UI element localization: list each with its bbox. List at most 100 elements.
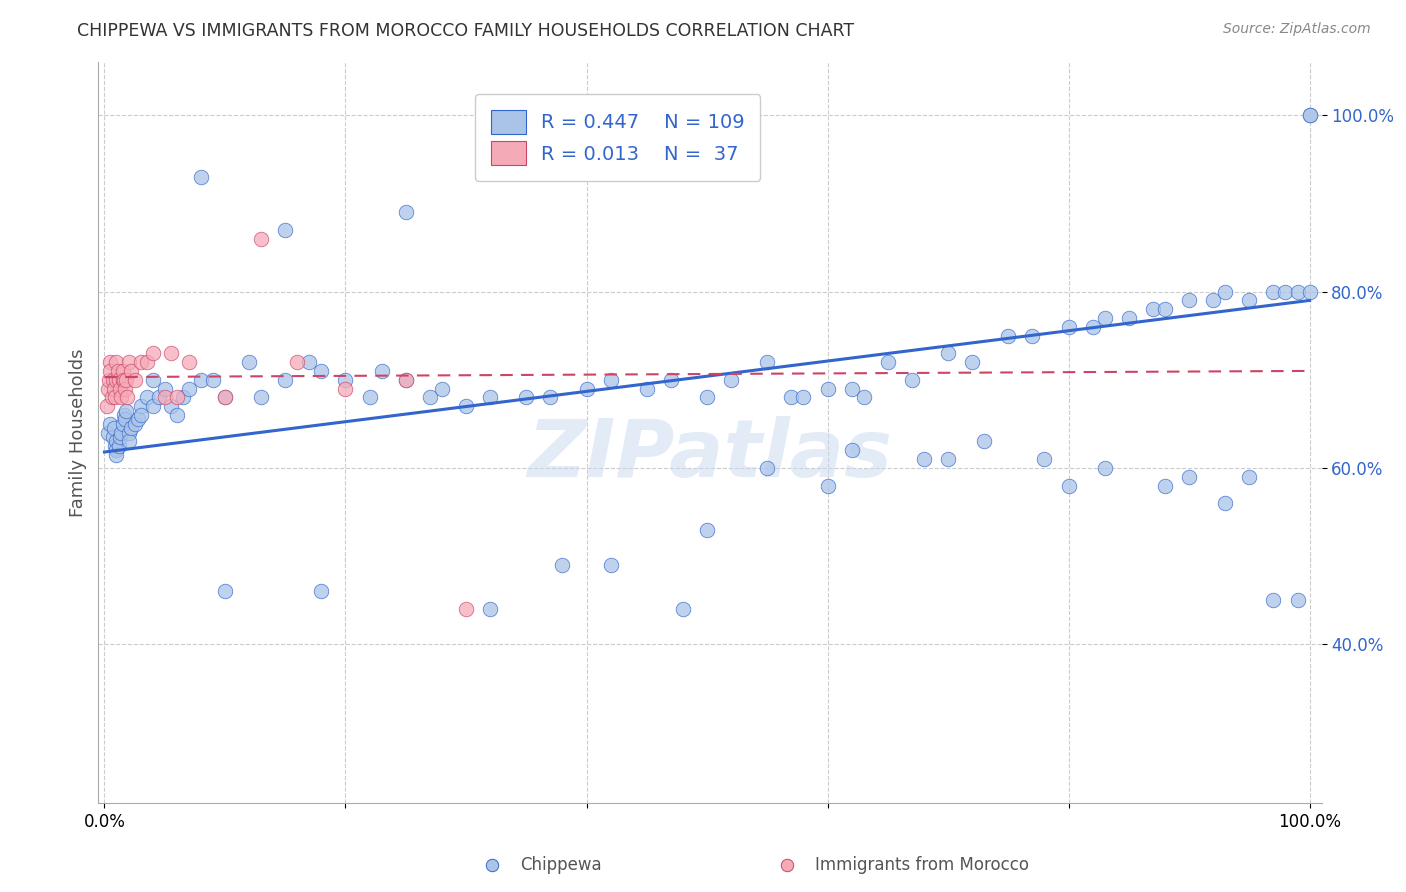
Point (135, 355, 157, 369)
Point (1274, 285, 1296, 299)
Point (105, 443, 128, 458)
Point (103, 421, 125, 435)
Point (177, 355, 200, 369)
Point (454, 602, 477, 616)
Point (973, 434, 995, 449)
Point (115, 403, 138, 417)
Point (454, 399, 477, 413)
Point (370, 364, 392, 378)
Point (153, 390, 176, 404)
Point (108, 430, 131, 444)
Point (129, 399, 152, 413)
Point (107, 364, 129, 378)
Point (100, 417, 122, 431)
Text: Source: ZipAtlas.com: Source: ZipAtlas.com (1223, 22, 1371, 37)
Point (142, 346, 165, 360)
Point (876, 355, 898, 369)
Point (419, 390, 441, 404)
Point (936, 346, 959, 360)
Point (108, 382, 131, 396)
Point (298, 355, 321, 369)
Point (1298, 108, 1320, 122)
Point (696, 390, 718, 404)
Point (1213, 496, 1236, 510)
Point (780, 390, 803, 404)
Point (659, 373, 682, 387)
Point (359, 390, 381, 404)
Point (117, 425, 139, 440)
Point (159, 346, 181, 360)
Point (104, 390, 127, 404)
Point (112, 373, 135, 387)
Point (636, 382, 658, 396)
Point (98, 373, 121, 387)
Point (159, 399, 181, 413)
Point (142, 373, 165, 387)
Point (515, 390, 537, 404)
Point (481, 858, 503, 872)
Point (1057, 478, 1080, 492)
Point (274, 223, 297, 237)
Point (190, 169, 212, 184)
Point (105, 355, 128, 369)
Point (901, 373, 924, 387)
Point (127, 412, 149, 426)
Point (311, 364, 333, 378)
Point (117, 434, 139, 449)
Point (395, 205, 418, 219)
Point (100, 355, 122, 369)
Point (190, 373, 212, 387)
Point (97, 382, 120, 396)
Point (936, 452, 959, 467)
Point (129, 355, 152, 369)
Point (997, 328, 1019, 343)
Point (111, 364, 134, 378)
Point (153, 382, 176, 396)
Point (551, 558, 574, 572)
Point (1298, 285, 1320, 299)
Point (756, 355, 779, 369)
Point (117, 355, 139, 369)
Text: CHIPPEWA VS IMMIGRANTS FROM MOROCCO FAMILY HOUSEHOLDS CORRELATION CHART: CHIPPEWA VS IMMIGRANTS FROM MOROCCO FAMI… (77, 22, 855, 40)
Point (148, 390, 170, 404)
Point (120, 421, 142, 435)
Point (129, 408, 152, 422)
Point (112, 408, 135, 422)
Point (103, 382, 125, 396)
Point (1298, 108, 1320, 122)
Point (1118, 311, 1140, 326)
Point (841, 443, 863, 458)
Point (120, 364, 142, 378)
Point (111, 373, 134, 387)
Point (177, 382, 200, 396)
Point (238, 355, 260, 369)
Point (124, 417, 146, 431)
Point (1021, 328, 1043, 343)
Point (776, 858, 799, 872)
Point (538, 390, 561, 404)
Point (1213, 285, 1236, 299)
Point (114, 412, 136, 426)
Point (841, 382, 863, 396)
Point (105, 434, 128, 449)
Point (100, 390, 122, 404)
Point (1178, 293, 1201, 308)
Point (101, 373, 124, 387)
Point (1094, 311, 1116, 326)
Point (117, 390, 139, 404)
Text: Chippewa: Chippewa (520, 856, 602, 874)
Point (1081, 319, 1104, 334)
Point (1239, 469, 1261, 483)
Point (104, 439, 127, 453)
Point (111, 417, 134, 431)
Point (142, 399, 165, 413)
Point (1263, 593, 1285, 607)
Point (311, 584, 333, 599)
Point (108, 439, 131, 453)
Point (672, 602, 695, 616)
Point (599, 373, 621, 387)
Point (274, 373, 297, 387)
Point (1154, 478, 1177, 492)
Point (1286, 593, 1309, 607)
Point (817, 382, 839, 396)
